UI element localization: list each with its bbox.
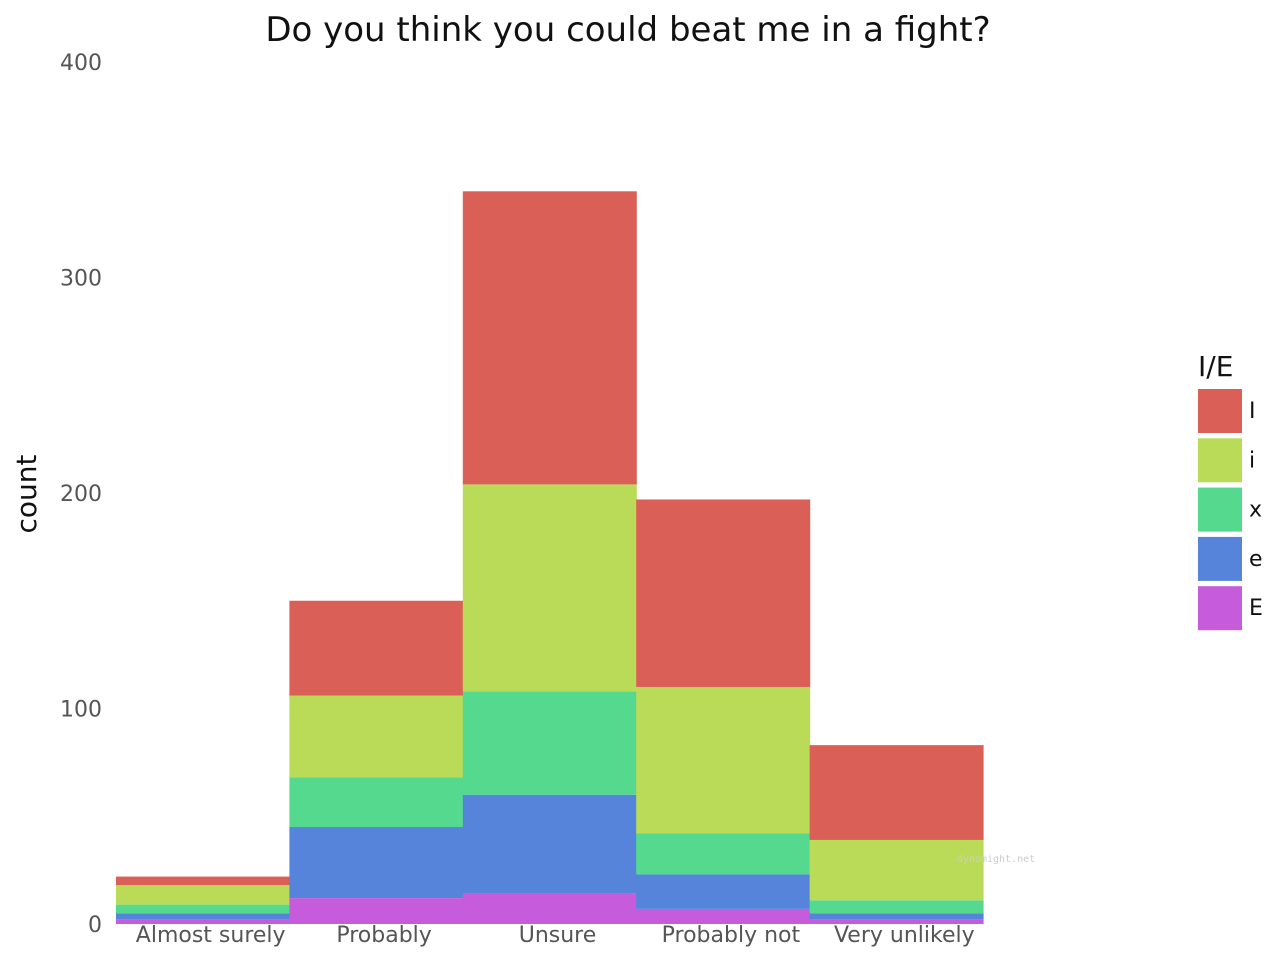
legend-swatch: [1198, 438, 1242, 483]
bar-segment: [289, 777, 464, 828]
legend-swatch: [1198, 536, 1242, 581]
bar-segment: [809, 913, 984, 920]
bar-segment: [462, 893, 637, 924]
y-tick-label: 0: [88, 913, 102, 938]
legend-label: e: [1249, 547, 1263, 572]
bar-segment: [289, 600, 464, 696]
bar-segment: [636, 874, 811, 909]
legend-swatch: [1198, 487, 1242, 532]
y-axis-label: count: [10, 454, 43, 533]
bars: [116, 191, 984, 924]
bar-segment: [809, 900, 984, 914]
bar-segment: [289, 827, 464, 899]
bar-segment: [809, 919, 984, 924]
bar-segment: [636, 499, 811, 687]
legend-label: x: [1249, 498, 1262, 523]
x-tick-label: Almost surely: [136, 923, 286, 948]
bar-segment: [462, 484, 637, 692]
bar-segment: [462, 191, 637, 485]
x-axis: Almost surely Probably Unsure Probably not V…: [136, 923, 975, 948]
bar-segment: [289, 695, 464, 778]
chart-title: Do you think you could beat me in a figh…: [265, 10, 990, 50]
legend-swatch: [1198, 586, 1242, 631]
bar-segment: [289, 898, 464, 924]
watermark: dynomight.net: [957, 854, 1035, 865]
y-tick-label: 300: [60, 267, 102, 292]
bar-segment: [462, 794, 637, 894]
legend-swatch: [1198, 389, 1242, 433]
x-tick-label: Probably not: [662, 923, 801, 948]
bar-segment: [462, 691, 637, 795]
bar-segment: [636, 833, 811, 875]
bar-segment: [116, 913, 290, 920]
x-tick-label: Unsure: [519, 923, 597, 948]
bar-segment: [809, 745, 984, 840]
bar-segment: [116, 904, 290, 914]
legend-label: E: [1249, 596, 1263, 621]
legend-label: I: [1249, 399, 1256, 424]
bar-segment: [809, 839, 984, 901]
bar-segment: [116, 885, 290, 905]
x-tick-label: Very unlikely: [834, 923, 975, 948]
legend-title: I/E: [1198, 350, 1233, 383]
bar-segment: [636, 908, 811, 924]
bar-segment: [636, 686, 811, 834]
legend-label: i: [1249, 448, 1255, 473]
y-tick-label: 400: [60, 51, 102, 76]
y-axis: 0 100 200 300 400: [60, 51, 102, 938]
x-tick-label: Probably: [336, 923, 431, 948]
y-tick-label: 200: [60, 482, 102, 507]
y-tick-label: 100: [60, 698, 102, 723]
bar-segment: [116, 919, 290, 924]
bar-segment: [116, 876, 290, 886]
